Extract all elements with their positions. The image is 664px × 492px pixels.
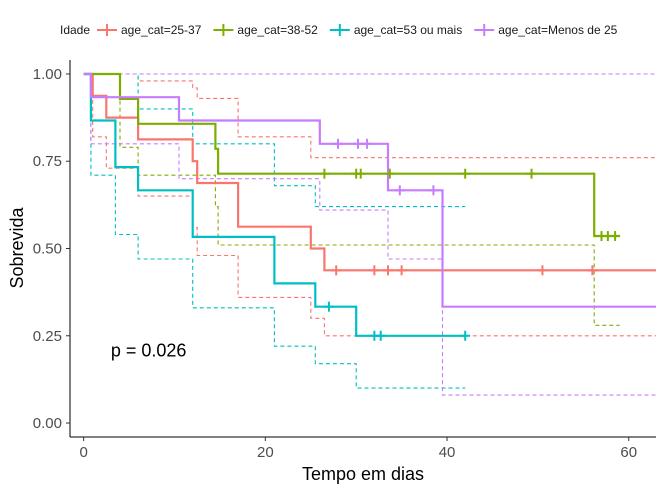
censor-marks	[319, 138, 621, 341]
legend-item-series-2: age_cat=53 ou mais	[329, 23, 462, 37]
censor-mark-series-0-5	[587, 265, 598, 276]
ci-upper-series-2	[83, 73, 466, 208]
x-tick-label-0: 0	[79, 444, 87, 461]
censor-mark-series-0-3	[396, 265, 407, 276]
censor-mark-series-1-8	[610, 231, 621, 242]
confidence-intervals	[83, 73, 656, 396]
y-axis-ticks: 0.00 0.25 0.50 0.75 1.00	[33, 66, 70, 432]
legend-items: age_cat=25-37 age_cat=38-52 age_cat=53 ou …	[97, 23, 618, 37]
censor-mark-series-0-2	[382, 265, 393, 276]
survival-curves	[83, 72, 656, 337]
legend-label-series-0: age_cat=25-37	[121, 23, 202, 37]
censor-mark-series-3-3	[394, 185, 405, 196]
censor-mark-series-0-1	[369, 265, 380, 276]
y-tick-label-3: 0.75	[33, 153, 62, 170]
p-value-annotation: p = 0.026	[111, 341, 187, 361]
censor-mark-series-1-3	[384, 168, 395, 179]
censor-mark-series-1-2	[355, 168, 366, 179]
x-axis-ticks: 0 20 40 60	[79, 437, 637, 461]
legend-item-series-3: age_cat=Menos de 25	[474, 23, 618, 37]
survival-line-series-3	[83, 72, 656, 308]
censor-mark-series-1-5	[526, 168, 537, 179]
censor-mark-series-2-3	[460, 330, 471, 341]
ci-lower-series-2	[83, 73, 466, 389]
x-axis-title: Tempo em dias	[302, 464, 424, 484]
censor-mark-series-2-2	[375, 330, 386, 341]
plot-area	[83, 72, 656, 396]
legend: Idade age_cat=25-37 age_cat=38-52 age_cat=…	[60, 23, 618, 37]
legend-label-series-1: age_cat=38-52	[237, 23, 318, 37]
censor-mark-series-1-4	[460, 168, 471, 179]
ci-lower-series-3	[83, 73, 656, 396]
censor-mark-series-3-1	[353, 138, 364, 149]
censor-mark-series-2-0	[323, 301, 334, 312]
survival-line-series-1	[83, 72, 620, 238]
ci-lower-series-1	[83, 73, 620, 326]
legend-item-series-1: age_cat=38-52	[213, 23, 318, 37]
censor-mark-series-3-2	[362, 138, 373, 149]
censor-mark-series-0-4	[537, 265, 548, 276]
y-tick-label-2: 0.50	[33, 241, 62, 258]
x-tick-label-2: 40	[439, 444, 456, 461]
x-tick-label-3: 60	[620, 444, 637, 461]
y-tick-label-4: 1.00	[33, 66, 62, 83]
censor-mark-series-0-0	[331, 265, 342, 276]
y-tick-label-0: 0.00	[33, 415, 62, 432]
legend-label-series-2: age_cat=53 ou mais	[354, 23, 462, 37]
legend-label-series-3: age_cat=Menos de 25	[498, 23, 617, 37]
y-tick-label-1: 0.25	[33, 328, 62, 345]
survival-line-series-2	[83, 72, 466, 337]
legend-title: Idade	[60, 23, 90, 37]
survival-line-series-0	[83, 72, 656, 272]
censor-mark-series-3-0	[333, 138, 344, 149]
censor-mark-series-1-0	[319, 168, 330, 179]
legend-item-series-0: age_cat=25-37	[97, 23, 202, 37]
y-axis-title: Sobrevida	[7, 206, 27, 288]
x-tick-label-1: 20	[257, 444, 274, 461]
censor-mark-series-3-4	[428, 185, 439, 196]
